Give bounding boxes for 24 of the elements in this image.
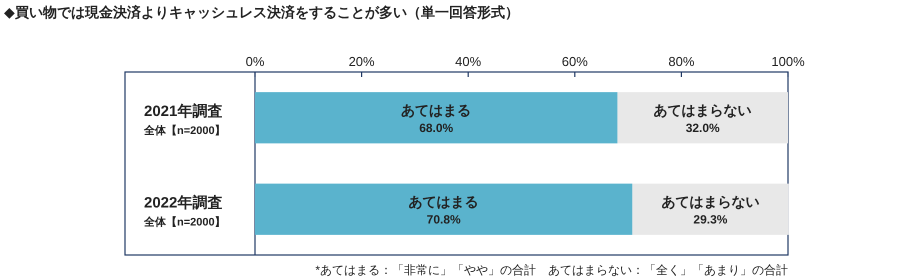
text: あてはまらない (661, 193, 760, 210)
data-label: 68.0% (419, 120, 454, 135)
x-tick-label: 100% (771, 54, 806, 69)
x-tick-label: 40% (455, 54, 482, 69)
text: *あてはまる：「非常に」「やや」の合計 あてはまらない：「全く」「あまり」の合計 (315, 263, 788, 277)
series-label: あてはまらない (654, 102, 752, 118)
chart-title: ◆買い物では現金決済よりキャッシュレス決済をすることが多い（単一回答形式） (4, 4, 519, 20)
data-label: 32.0% (686, 120, 720, 135)
series-label: あてはまる (401, 102, 472, 118)
bar (255, 92, 618, 144)
x-tick-label: 0% (246, 54, 265, 69)
y-tick-label: 2022年調査 (144, 193, 222, 212)
bar (617, 92, 788, 144)
bar (255, 184, 632, 235)
x-tick-label: 60% (562, 54, 588, 69)
text: あてはまる (408, 193, 479, 210)
text: 全体【n=2000】 (143, 215, 226, 228)
bar (632, 184, 789, 235)
text: 全体【n=2000】 (143, 124, 226, 137)
x-tick-label: 80% (668, 54, 695, 69)
x-tick-label: 20% (348, 54, 376, 69)
data-label: 29.3% (693, 212, 728, 226)
data-label: 70.8% (426, 212, 462, 226)
y-tick-label: 2021年調査 (144, 102, 222, 120)
